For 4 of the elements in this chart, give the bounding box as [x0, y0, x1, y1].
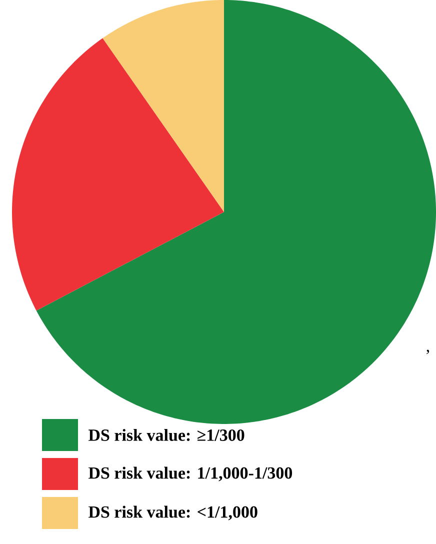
- legend-label: DS risk value: ≥1/300: [88, 428, 244, 442]
- text: ,: [426, 350, 430, 354]
- legend-label: DS risk value: <1/1,000: [88, 506, 258, 520]
- legend-label: DS risk value: 1/1,000-1/300: [88, 466, 292, 482]
